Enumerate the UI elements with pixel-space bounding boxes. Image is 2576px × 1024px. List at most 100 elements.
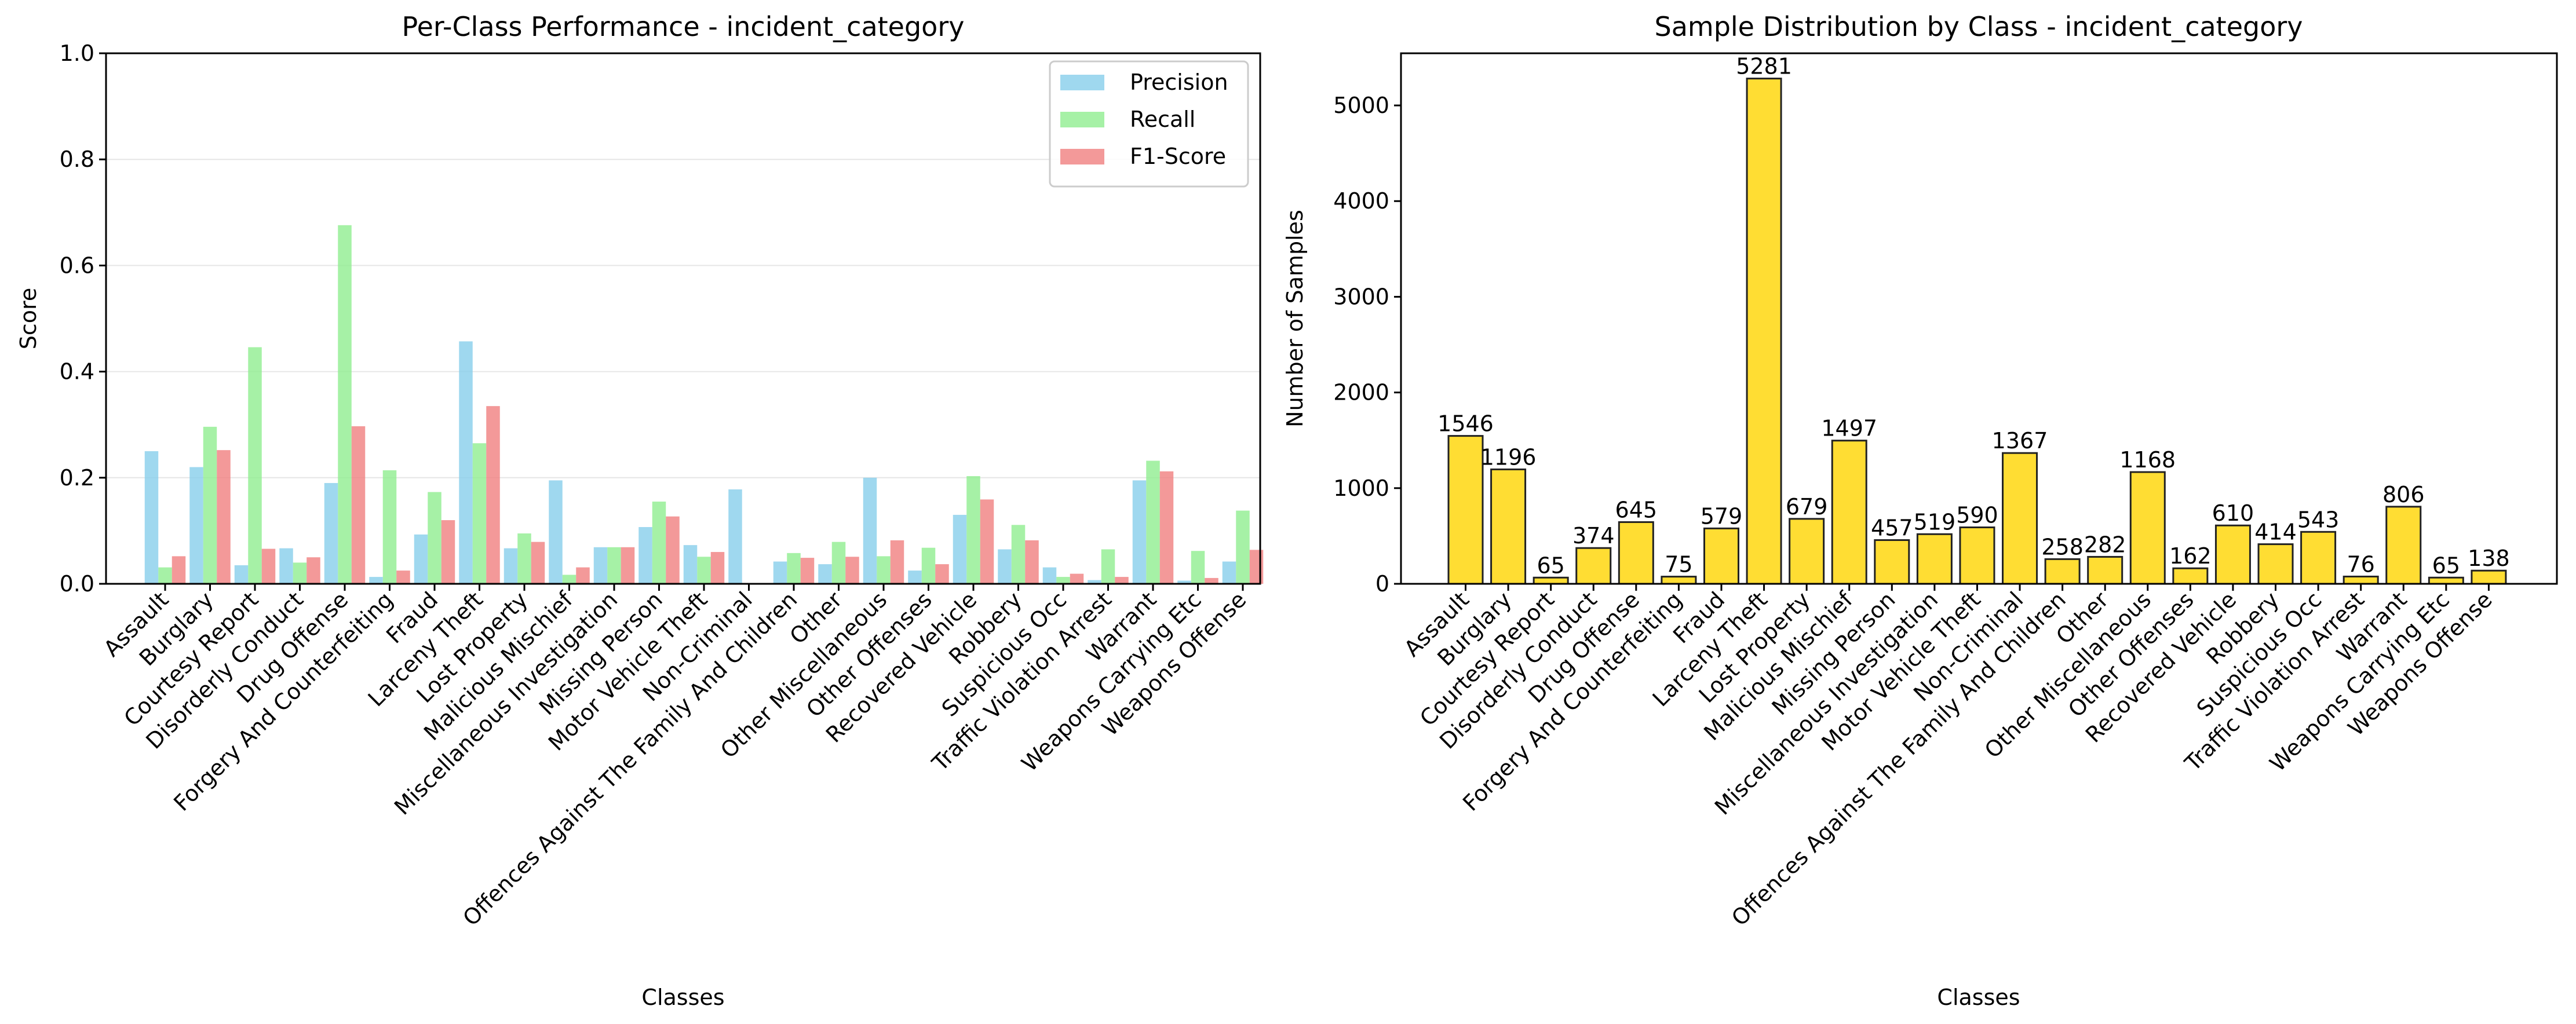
bar-motor-vehicle-theft xyxy=(1959,526,1995,585)
bar-lost-property xyxy=(1789,518,1825,585)
value-label: 543 xyxy=(2297,507,2340,532)
bar-weapons-offense xyxy=(2471,569,2507,585)
bar-precision-robbery xyxy=(998,549,1012,584)
performance-chart-title: Per-Class Performance - incident_categor… xyxy=(402,11,965,42)
bar-precision-other-miscellaneous xyxy=(863,477,877,584)
bar-recall-malicious-mischief xyxy=(562,575,577,584)
bar-recall-recovered-vehicle xyxy=(966,476,980,584)
y-tick-label: 1000 xyxy=(1333,476,1389,501)
bar-recall-traffic-violation-arrest xyxy=(1101,549,1115,584)
bar-f1-score-drug-offense xyxy=(351,426,366,584)
bar-recall-suspicious-occ xyxy=(1056,577,1070,584)
bar-precision-drug-offense xyxy=(324,482,338,584)
bar-precision-suspicious-occ xyxy=(1042,567,1057,584)
bar-f1-score-missing-person xyxy=(666,516,680,584)
bar-f1-score-warrant xyxy=(1159,471,1174,584)
sample-plot-frame xyxy=(1400,52,2558,585)
series-precision xyxy=(144,341,1236,584)
bar-recall-other xyxy=(831,542,846,584)
bar-recall-motor-vehicle-theft xyxy=(697,557,711,584)
bar-recall-robbery xyxy=(1011,525,1026,584)
value-label: 679 xyxy=(1786,494,1828,520)
y-tick-label: 0.2 xyxy=(60,465,94,491)
sample-bars xyxy=(1447,78,2507,585)
bar-recall-weapons-offense xyxy=(1236,510,1250,584)
bar-f1-score-burglary xyxy=(217,450,231,584)
bar-f1-score-forgery-and-counterfeiting xyxy=(396,570,410,584)
legend-label-recall: Recall xyxy=(1130,107,1195,132)
performance-plot-frame xyxy=(105,52,1261,585)
y-tick-label: 0.8 xyxy=(60,147,94,172)
bar-precision-non-criminal xyxy=(728,489,742,584)
bar-precision-disorderly-conduct xyxy=(279,548,293,584)
bar-precision-fraud xyxy=(414,534,428,584)
legend-swatch-recall xyxy=(1060,112,1104,127)
bar-f1-score-courtesy-report xyxy=(261,548,276,584)
y-tick-label: 5000 xyxy=(1333,93,1389,118)
bar-precision-lost-property xyxy=(503,548,518,584)
bar-recall-missing-person xyxy=(652,502,666,584)
bar-f1-score-other-offenses xyxy=(935,564,949,584)
bar-suspicious-occ xyxy=(2300,531,2337,585)
value-label: 374 xyxy=(1572,523,1615,548)
bar-assault xyxy=(1447,435,1484,585)
bar-weapons-carrying-etc xyxy=(2428,576,2464,585)
bar-disorderly-conduct xyxy=(1575,547,1612,585)
value-label: 5281 xyxy=(1736,54,1792,79)
bar-precision-courtesy-report xyxy=(234,565,249,584)
bar-recall-other-miscellaneous xyxy=(877,556,891,584)
bar-f1-score-recovered-vehicle xyxy=(980,499,994,584)
y-tick-label: 0.4 xyxy=(60,359,94,385)
bar-precision-recovered-vehicle xyxy=(953,514,967,584)
bar-recall-warrant xyxy=(1146,460,1160,584)
value-label: 75 xyxy=(1665,552,1692,577)
performance-legend: Precision Recall F1-Score xyxy=(1049,60,1249,188)
value-label: 65 xyxy=(2432,553,2460,578)
series-recall xyxy=(158,225,1250,584)
legend-swatch-f1-score xyxy=(1060,149,1104,164)
bar-traffic-violation-arrest xyxy=(2343,575,2379,585)
bar-drug-offense xyxy=(1618,521,1654,585)
bar-fraud xyxy=(1703,527,1739,585)
bar-precision-forgery-and-counterfeiting xyxy=(369,577,383,584)
sample-x-axis-label: Classes xyxy=(1937,985,2020,1010)
sample-y-axis-label: Number of Samples xyxy=(1282,210,1308,427)
bar-precision-weapons-carrying-etc xyxy=(1177,580,1191,584)
bar-precision-other xyxy=(818,564,832,584)
bar-other-offenses xyxy=(2172,567,2209,585)
bar-recall-disorderly-conduct xyxy=(293,562,307,584)
performance-y-axis-label: Score xyxy=(16,288,41,349)
sample-chart-title: Sample Distribution by Class - incident_… xyxy=(1655,11,2303,42)
bar-other-miscellaneous xyxy=(2129,471,2166,585)
bar-f1-score-disorderly-conduct xyxy=(307,557,320,584)
bar-f1-score-robbery xyxy=(1025,540,1039,584)
bar-f1-score-weapons-offense xyxy=(1249,550,1264,584)
bar-missing-person xyxy=(1874,539,1910,585)
bar-f1-score-lost-property xyxy=(531,542,545,584)
bar-f1-score-offences-against-the-family-and-children xyxy=(800,558,815,584)
bar-forgery-and-counterfeiting xyxy=(1661,576,1697,585)
value-label: 414 xyxy=(2254,520,2297,545)
bar-precision-motor-vehicle-theft xyxy=(683,545,698,584)
value-label: 519 xyxy=(1914,509,1956,535)
bar-recall-weapons-carrying-etc xyxy=(1191,551,1205,584)
bar-f1-score-weapons-carrying-etc xyxy=(1205,577,1218,584)
bar-recall-fraud xyxy=(428,492,442,584)
bar-f1-score-traffic-violation-arrest xyxy=(1115,577,1129,584)
bar-recall-other-offenses xyxy=(921,547,936,584)
bar-recall-offences-against-the-family-and-children xyxy=(787,553,801,584)
bar-f1-score-other-miscellaneous xyxy=(890,540,904,584)
performance-x-axis-label: Classes xyxy=(641,985,724,1010)
legend-label-precision: Precision xyxy=(1130,70,1228,95)
value-label: 579 xyxy=(1701,503,1743,529)
bar-recall-assault xyxy=(158,567,172,584)
bar-courtesy-report xyxy=(1533,576,1569,585)
legend-label-f1-score: F1-Score xyxy=(1130,144,1226,169)
bar-precision-weapons-offense xyxy=(1222,561,1236,584)
bar-f1-score-other xyxy=(845,557,859,584)
bar-recall-lost-property xyxy=(517,533,531,584)
sample-y-axis: 0 1000 2000 3000 4000 5000 xyxy=(1333,93,1401,597)
bar-recall-drug-offense xyxy=(338,225,352,584)
